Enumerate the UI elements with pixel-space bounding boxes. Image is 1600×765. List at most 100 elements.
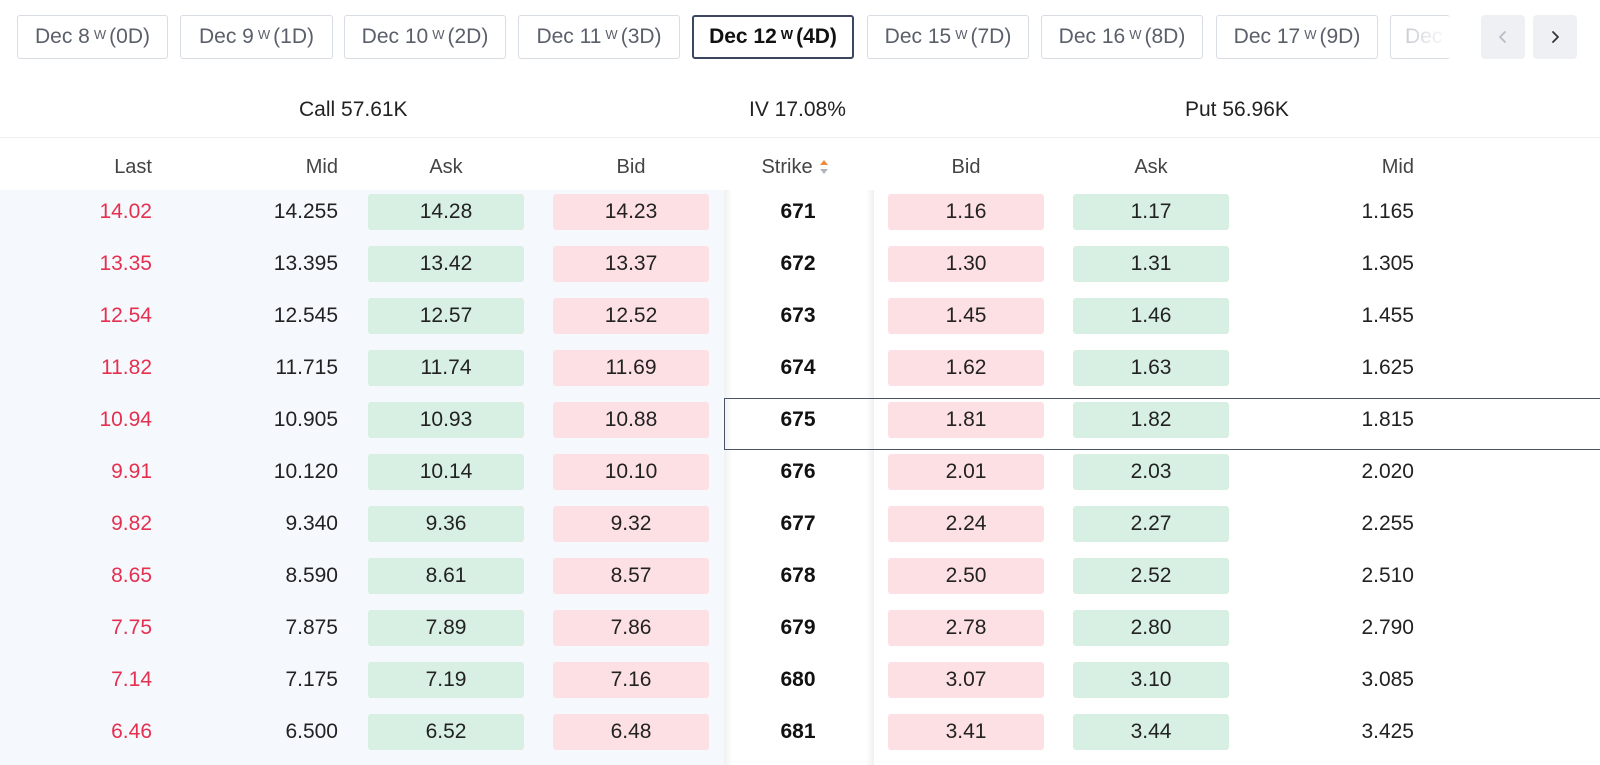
put-bid-cell[interactable]: 2.50: [888, 558, 1044, 594]
call-ask-cell[interactable]: 6.52: [368, 714, 524, 750]
call-ask-cell[interactable]: 8.61: [368, 558, 524, 594]
put-ask-cell[interactable]: 1.17: [1073, 194, 1229, 230]
call-bid-cell[interactable]: 7.86: [553, 610, 709, 646]
table-row[interactable]: 11.82 11.715 11.74 11.69 674 1.62 1.63 1.625: [0, 346, 1600, 398]
table-row[interactable]: 14.02 14.255 14.28 14.23 671 1.16 1.17 1.165: [0, 190, 1600, 242]
call-ask-cell[interactable]: 14.28: [368, 194, 524, 230]
table-row[interactable]: 9.91 10.120 10.14 10.10 676 2.01 2.03 2.020: [0, 450, 1600, 502]
weekly-tag: W: [257, 26, 271, 42]
call-ask-cell[interactable]: 7.19: [368, 662, 524, 698]
call-ask-cell[interactable]: 7.89: [368, 610, 524, 646]
put-ask-cell[interactable]: 1.31: [1073, 246, 1229, 282]
put-ask-cell[interactable]: 2.80: [1073, 610, 1229, 646]
put-ask-cell[interactable]: 3.10: [1073, 662, 1229, 698]
header-put-bid[interactable]: Bid: [951, 155, 981, 178]
table-row[interactable]: 13.35 13.395 13.42 13.37 672 1.30 1.31 1.305: [0, 242, 1600, 294]
put-ask-cell[interactable]: 1.63: [1073, 350, 1229, 386]
put-ask-cell[interactable]: 1.82: [1073, 402, 1229, 438]
table-row[interactable]: 10.94 10.905 10.93 10.88 675 1.81 1.82 1.815: [0, 398, 1600, 450]
tab-date: Dec 8: [35, 25, 90, 48]
put-volume: Put 56.96K: [1185, 98, 1289, 128]
put-bid-cell[interactable]: 2.78: [888, 610, 1044, 646]
call-ask-cell[interactable]: 9.36: [368, 506, 524, 542]
put-bid-cell[interactable]: 3.07: [888, 662, 1044, 698]
put-bid-cell[interactable]: 1.30: [888, 246, 1044, 282]
call-bid-cell[interactable]: 6.48: [553, 714, 709, 750]
strike-cell: 675: [780, 408, 816, 431]
expiration-tab[interactable]: Dec 11 W (3D): [518, 15, 680, 59]
header-call-ask[interactable]: Ask: [429, 155, 463, 178]
tab-dte: (0D): [109, 25, 150, 48]
put-ask-cell[interactable]: 2.27: [1073, 506, 1229, 542]
table-row[interactable]: 7.14 7.175 7.19 7.16 680 3.07 3.10 3.085: [0, 658, 1600, 710]
call-mid-cell: 7.875: [285, 616, 338, 639]
call-ask-cell[interactable]: 11.74: [368, 350, 524, 386]
strike-cell: 678: [780, 564, 816, 587]
call-mid-cell: 12.545: [273, 304, 338, 327]
put-mid-cell: 3.425: [1361, 720, 1414, 743]
header-put-mid[interactable]: Mid: [1381, 155, 1414, 178]
header-call-last[interactable]: Last: [114, 155, 152, 178]
next-button[interactable]: [1533, 15, 1577, 59]
strike-cell: 671: [780, 200, 816, 223]
header-call-mid[interactable]: Mid: [305, 155, 338, 178]
prev-button[interactable]: [1481, 15, 1525, 59]
put-bid-cell[interactable]: 2.24: [888, 506, 1044, 542]
call-bid-cell[interactable]: 11.69: [553, 350, 709, 386]
call-mid-cell: 10.905: [273, 408, 338, 431]
expiration-tab-clipped[interactable]: Dec 1: [1390, 15, 1450, 59]
call-bid-cell[interactable]: 8.57: [553, 558, 709, 594]
put-mid-cell: 3.085: [1361, 668, 1414, 691]
call-mid-cell: 13.395: [273, 252, 338, 275]
strike-cell: 674: [780, 356, 816, 379]
table-row[interactable]: 8.65 8.590 8.61 8.57 678 2.50 2.52 2.510: [0, 554, 1600, 606]
table-row[interactable]: 7.75 7.875 7.89 7.86 679 2.78 2.80 2.790: [0, 606, 1600, 658]
put-mid-cell: 1.625: [1361, 356, 1414, 379]
call-ask-cell[interactable]: 12.57: [368, 298, 524, 334]
call-volume: Call 57.61K: [299, 98, 408, 128]
call-bid-cell[interactable]: 14.23: [553, 194, 709, 230]
put-bid-cell[interactable]: 1.16: [888, 194, 1044, 230]
call-last-cell: 14.02: [99, 200, 152, 223]
call-mid-cell: 9.340: [285, 512, 338, 535]
call-volume-text: Call 57.61K: [299, 98, 408, 121]
expiration-tab[interactable]: Dec 9 W (1D): [180, 15, 333, 59]
header-call-bid[interactable]: Bid: [616, 155, 646, 178]
tab-date: Dec 1: [1405, 25, 1450, 48]
call-bid-cell[interactable]: 7.16: [553, 662, 709, 698]
call-ask-cell[interactable]: 10.93: [368, 402, 524, 438]
tab-date: Dec 17: [1233, 25, 1301, 48]
expiration-tab-active[interactable]: Dec 12 W (4D): [692, 15, 854, 59]
put-bid-cell[interactable]: 1.45: [888, 298, 1044, 334]
call-mid-cell: 11.715: [275, 356, 338, 379]
call-bid-cell[interactable]: 12.52: [553, 298, 709, 334]
strike-cell: 673: [780, 304, 816, 327]
put-ask-cell[interactable]: 2.03: [1073, 454, 1229, 490]
call-bid-cell[interactable]: 13.37: [553, 246, 709, 282]
put-ask-cell[interactable]: 1.46: [1073, 298, 1229, 334]
header-put-ask[interactable]: Ask: [1134, 155, 1168, 178]
call-ask-cell[interactable]: 13.42: [368, 246, 524, 282]
put-ask-cell[interactable]: 2.52: [1073, 558, 1229, 594]
table-row[interactable]: 6.46 6.500 6.52 6.48 681 3.41 3.44 3.425: [0, 710, 1600, 762]
iv-text: IV 17.08%: [749, 98, 846, 121]
implied-volatility: IV 17.08%: [749, 98, 846, 128]
expiration-tab[interactable]: Dec 10 W (2D): [344, 15, 506, 59]
put-bid-cell[interactable]: 2.01: [888, 454, 1044, 490]
expiration-tab[interactable]: Dec 16 W (8D): [1041, 15, 1203, 59]
header-strike[interactable]: Strike: [724, 152, 866, 182]
put-bid-cell[interactable]: 1.62: [888, 350, 1044, 386]
call-bid-cell[interactable]: 9.32: [553, 506, 709, 542]
put-mid-cell: 2.790: [1361, 616, 1414, 639]
table-row[interactable]: 9.82 9.340 9.36 9.32 677 2.24 2.27 2.255: [0, 502, 1600, 554]
call-bid-cell[interactable]: 10.10: [553, 454, 709, 490]
put-ask-cell[interactable]: 3.44: [1073, 714, 1229, 750]
put-bid-cell[interactable]: 1.81: [888, 402, 1044, 438]
put-bid-cell[interactable]: 3.41: [888, 714, 1044, 750]
expiration-tab[interactable]: Dec 8 W (0D): [17, 15, 168, 59]
expiration-tab[interactable]: Dec 17 W (9D): [1216, 15, 1378, 59]
expiration-tab[interactable]: Dec 15 W (7D): [867, 15, 1029, 59]
table-row[interactable]: 12.54 12.545 12.57 12.52 673 1.45 1.46 1.455: [0, 294, 1600, 346]
call-ask-cell[interactable]: 10.14: [368, 454, 524, 490]
call-bid-cell[interactable]: 10.88: [553, 402, 709, 438]
